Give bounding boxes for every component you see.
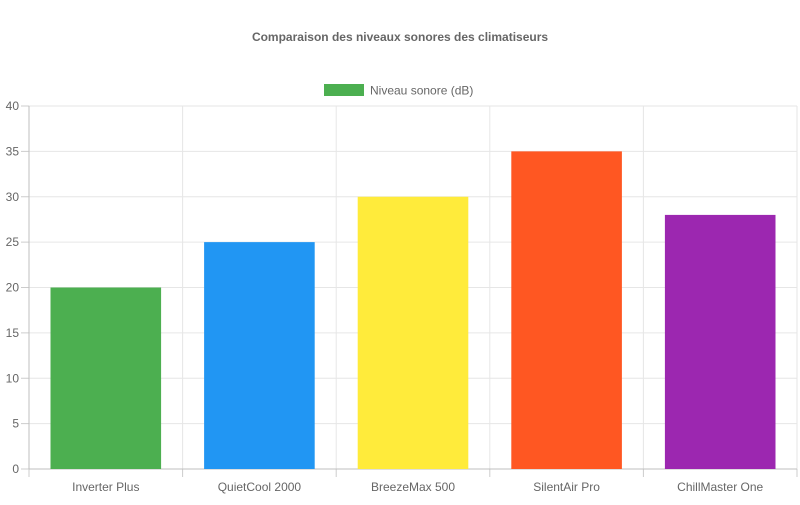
y-tick-label: 35 [6, 144, 20, 158]
y-tick-label: 0 [12, 462, 19, 476]
bar [50, 287, 162, 469]
bar [357, 196, 469, 469]
legend-swatch [324, 84, 364, 96]
y-tick-label: 5 [12, 417, 19, 431]
y-tick-label: 30 [6, 190, 20, 204]
x-tick-label: Inverter Plus [72, 480, 139, 494]
y-tick-label: 10 [6, 371, 20, 385]
y-tick-label: 25 [6, 235, 20, 249]
x-tick-label: QuietCool 2000 [218, 480, 302, 494]
y-tick-label: 15 [6, 326, 20, 340]
x-tick-label: BreezeMax 500 [371, 480, 455, 494]
y-tick-label: 40 [6, 99, 20, 113]
chart-title: Comparaison des niveaux sonores des clim… [252, 30, 548, 44]
bar [511, 151, 622, 469]
x-tick-label: ChillMaster One [677, 480, 763, 494]
x-tick-label: SilentAir Pro [533, 480, 600, 494]
legend[interactable]: Niveau sonore (dB) [324, 84, 473, 98]
y-tick-label: 20 [6, 281, 20, 295]
legend-label: Niveau sonore (dB) [370, 84, 473, 98]
bars [50, 151, 776, 469]
bar [664, 214, 776, 469]
tick-labels: 0 5 10 15 20 25 30 35 40 Inverter Plus QuietCool 2… [6, 99, 764, 494]
bar [204, 242, 315, 469]
